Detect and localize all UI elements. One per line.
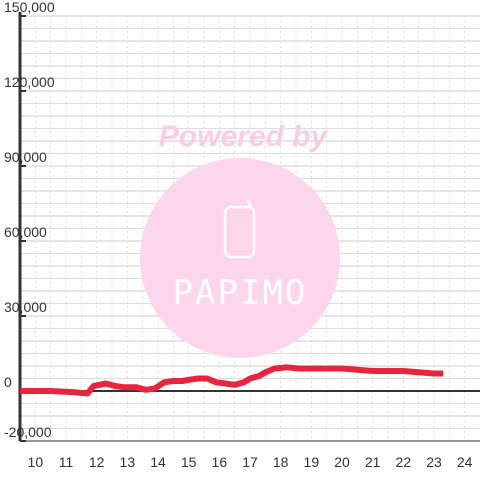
x-tick-label: 16	[212, 454, 228, 470]
x-tick-label: 19	[304, 454, 320, 470]
series-line	[20, 364, 444, 397]
watermark-logo-text: PAPIMO	[173, 273, 308, 313]
x-tick-label: 13	[120, 454, 136, 470]
x-tick-label: 18	[273, 454, 289, 470]
x-tick-label: 12	[89, 454, 105, 470]
tick-labels: -20,000 0 30,000 60,000 90,000 120,000 150,000…	[4, 0, 473, 470]
y-tick-label: 30,000	[4, 299, 47, 315]
y-tick-label: 90,000	[4, 149, 47, 165]
x-tick-label: 24	[457, 454, 473, 470]
x-tick-label: 14	[150, 454, 166, 470]
y-tick-label: 120,000	[4, 74, 55, 90]
axes	[18, 12, 480, 442]
y-tick-label: -20,000	[4, 424, 52, 440]
x-tick-label: 22	[396, 454, 412, 470]
series	[20, 364, 444, 397]
phone-icon	[223, 199, 256, 259]
x-tick-label: 11	[59, 454, 74, 470]
x-tick-label: 10	[28, 454, 44, 470]
x-tick-label: 17	[242, 454, 258, 470]
x-tick-label: 21	[365, 454, 381, 470]
y-tick-label: 60,000	[4, 224, 47, 240]
x-tick-label: 15	[181, 454, 197, 470]
watermark: Powered by PAPIMO	[140, 120, 340, 358]
y-tick-label: 0	[4, 374, 12, 390]
watermark-text: Powered by	[159, 120, 329, 153]
x-tick-label: 23	[426, 454, 442, 470]
x-tick-label: 20	[334, 454, 350, 470]
y-tick-label: 150,000	[4, 0, 55, 15]
